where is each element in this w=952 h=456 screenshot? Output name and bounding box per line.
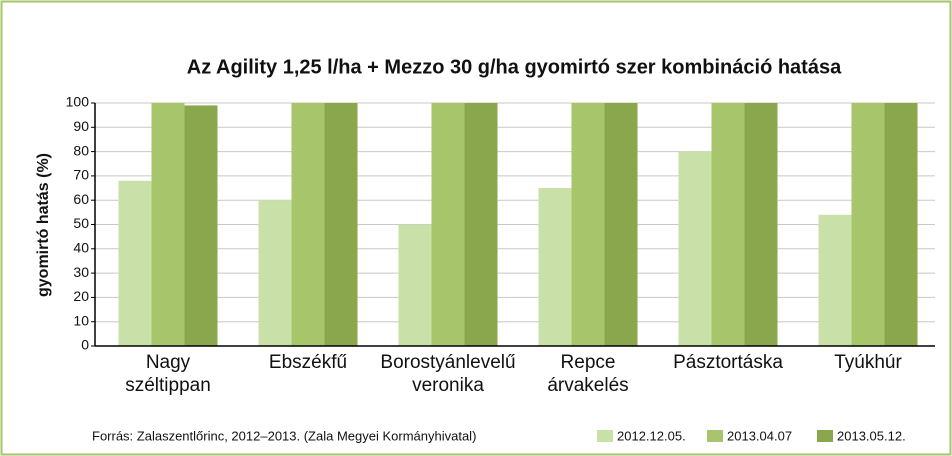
x-tick-label: Nagy széltippan bbox=[125, 352, 211, 396]
y-tick-label: 10 bbox=[73, 312, 89, 328]
y-tick-label: 100 bbox=[66, 94, 90, 110]
x-tick-label: Repce árvakelés bbox=[547, 352, 628, 396]
bar bbox=[431, 103, 465, 346]
legend-swatch bbox=[817, 430, 833, 442]
legend-label: 2013.04.07 bbox=[727, 428, 792, 443]
y-tick-label: 90 bbox=[73, 118, 89, 134]
y-tick-label: 30 bbox=[73, 264, 89, 280]
legend-swatch bbox=[707, 430, 723, 442]
chart-title: Az Agility 1,25 l/ha + Mezzo 30 g/ha gyo… bbox=[187, 56, 842, 78]
y-tick-label: 50 bbox=[73, 215, 89, 231]
source-note: Forrás: Zalaszentlőrinc, 2012–2013. (Zal… bbox=[92, 428, 476, 443]
bar bbox=[884, 103, 918, 346]
y-tick-label: 60 bbox=[73, 191, 89, 207]
bar bbox=[398, 224, 432, 346]
y-tick-label: 20 bbox=[73, 288, 89, 304]
bar bbox=[678, 151, 712, 346]
bar bbox=[571, 103, 605, 346]
y-tick-label: 0 bbox=[81, 337, 89, 353]
bar bbox=[464, 103, 498, 346]
bar bbox=[291, 103, 325, 346]
x-tick-label: Borostyánlevelű veronika bbox=[380, 352, 515, 396]
bar bbox=[324, 103, 358, 346]
y-tick-label: 40 bbox=[73, 240, 89, 256]
y-tick-label: 70 bbox=[73, 167, 89, 183]
bar bbox=[851, 103, 885, 346]
bar bbox=[818, 214, 852, 346]
legend-swatch bbox=[597, 430, 613, 442]
y-tick-label: 80 bbox=[73, 142, 89, 158]
x-tick-label: Ebszékfű bbox=[269, 352, 347, 373]
bar bbox=[711, 103, 745, 346]
y-axis-label: gyomirtó hatás (%) bbox=[35, 153, 52, 297]
x-tick-label: Tyúkhúr bbox=[834, 352, 902, 373]
bar bbox=[258, 200, 292, 346]
bar bbox=[538, 188, 572, 346]
bar bbox=[118, 180, 152, 346]
legend-label: 2013.05.12. bbox=[837, 428, 906, 443]
bar bbox=[151, 103, 185, 346]
legend-label: 2012.12.05. bbox=[617, 428, 686, 443]
bar bbox=[604, 103, 638, 346]
bar bbox=[744, 103, 778, 346]
x-tick-label: Pásztortáska bbox=[673, 352, 783, 373]
bar bbox=[184, 105, 218, 347]
